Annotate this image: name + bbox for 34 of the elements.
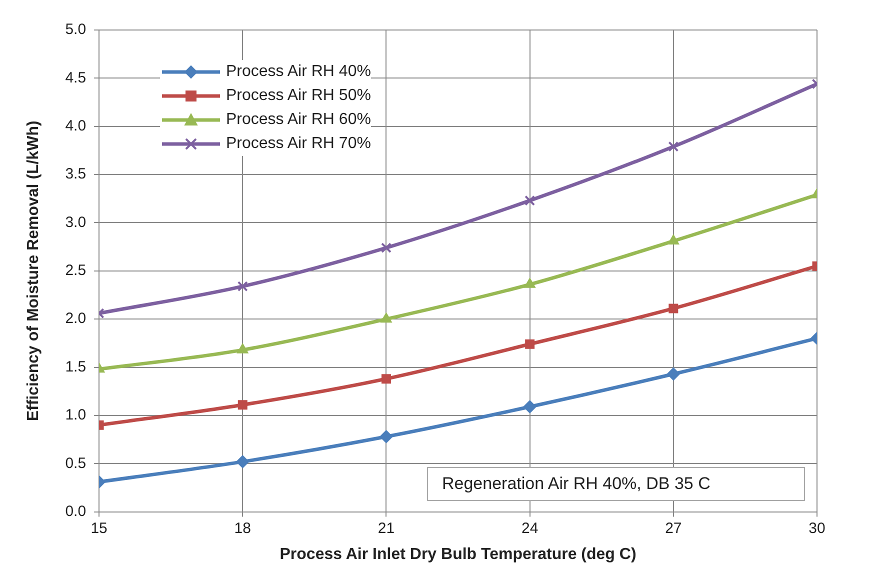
y-tick-label: 1.5 [65, 358, 86, 376]
legend-label: Process Air RH 70% [226, 135, 371, 153]
point [380, 312, 392, 323]
x-tick-label: 30 [808, 520, 826, 537]
y-tick-label: 0.5 [65, 454, 86, 472]
note-text-box: Regeneration Air RH 40%, DB 35 C [427, 467, 805, 501]
x-tick-label: 21 [378, 520, 395, 537]
y-tick-label: 4.0 [65, 118, 86, 134]
y-tick-label: 1.0 [65, 406, 86, 424]
point [236, 455, 250, 468]
x-tick-label: 24 [521, 520, 538, 537]
legend-label: Process Air RH 40% [226, 63, 371, 81]
point [523, 400, 536, 414]
y-tick-label: 5.0 [65, 21, 86, 38]
point [525, 339, 535, 349]
x-tick-label: 27 [665, 520, 682, 537]
point [524, 278, 536, 288]
y-tick-label: 2.0 [65, 310, 86, 328]
y-tick-label: 4.5 [65, 69, 86, 86]
x-tick-label: 18 [234, 520, 251, 537]
point [381, 374, 391, 384]
x-tick-label: 15 [90, 520, 108, 537]
point [524, 195, 536, 206]
y-tick-label: 3.5 [65, 166, 86, 183]
y-tick-label: 2.5 [65, 262, 86, 280]
point [666, 368, 680, 381]
y-axis-title: Efficiency of Moisture Removal (L/kWh) [25, 120, 42, 422]
legend-label: Process Air RH 60% [226, 111, 371, 129]
x-axis-title: Process Air Inlet Dry Bulb Temperature (deg C) [280, 546, 636, 563]
point [380, 430, 393, 444]
point [380, 242, 392, 254]
y-tick-label: 0.0 [65, 502, 86, 520]
y-tick-label: 3.0 [65, 214, 86, 231]
legend-label: Process Air RH 50% [226, 87, 371, 105]
